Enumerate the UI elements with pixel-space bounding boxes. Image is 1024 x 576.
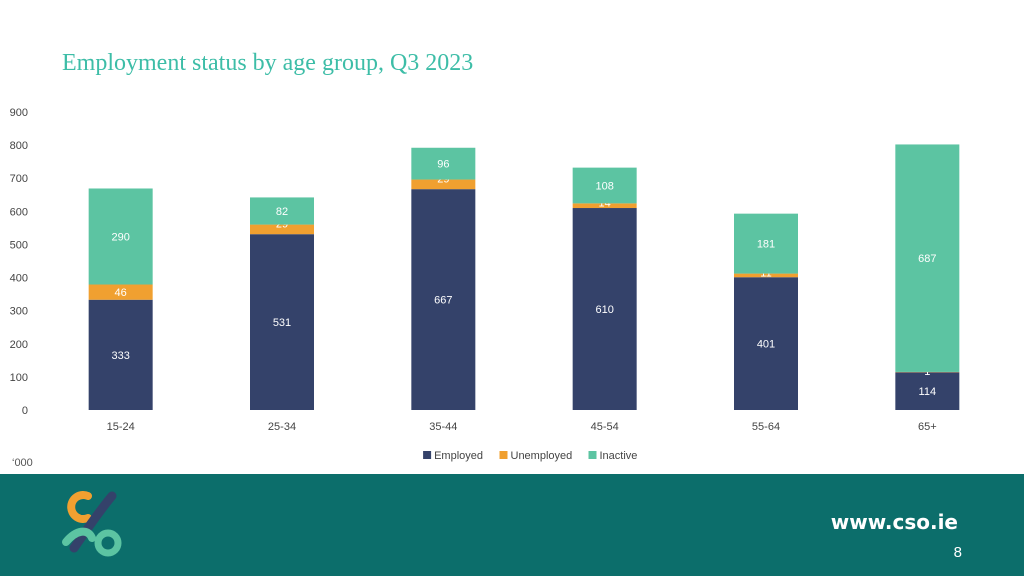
legend-label-employed: Employed — [434, 450, 483, 462]
data-label-inactive: 687 — [918, 253, 936, 265]
x-tick-label: 25-34 — [268, 421, 296, 433]
x-tick-label: 35-44 — [429, 421, 457, 433]
data-label-inactive: 108 — [595, 181, 613, 193]
y-tick-label: 300 — [10, 306, 28, 318]
bar-unemployed-15-24 — [88, 284, 153, 300]
bar-employed-45-54 — [572, 208, 637, 410]
data-label-inactive: 290 — [111, 231, 129, 243]
bar-unemployed-45-54 — [572, 203, 637, 209]
y-tick-label: 800 — [10, 140, 28, 152]
x-tick-label: 55-64 — [752, 421, 780, 433]
footer-bar: www.cso.ie 8 — [0, 474, 1024, 576]
y-tick-label: 500 — [10, 239, 28, 251]
bar-unemployed-35-44 — [411, 179, 476, 190]
x-tick-label: 15-24 — [107, 421, 135, 433]
legend-label-unemployed: Unemployed — [511, 450, 573, 462]
y-tick-label: 0 — [22, 405, 28, 417]
y-tick-label: 900 — [10, 107, 28, 119]
bar-employed-15-24 — [88, 299, 153, 410]
y-tick-label: 400 — [10, 273, 28, 285]
bar-inactive-15-24 — [88, 188, 153, 285]
chart-title: Employment status by age group, Q3 2023 — [62, 50, 474, 76]
data-label-inactive: 82 — [276, 206, 288, 218]
legend-label-inactive: Inactive — [600, 450, 638, 462]
cso-logo-icon — [62, 491, 122, 557]
data-label-inactive: 96 — [437, 159, 449, 171]
bar-employed-35-44 — [411, 189, 476, 410]
bar-employed-65+ — [895, 372, 960, 410]
data-label-employed: 531 — [273, 317, 291, 329]
data-label-inactive: 181 — [757, 239, 775, 251]
bar-inactive-35-44 — [411, 147, 476, 180]
x-tick-label: 45-54 — [591, 421, 619, 433]
bar-inactive-55-64 — [734, 213, 798, 274]
x-tick-label: 65+ — [918, 421, 937, 433]
legend-swatch-unemployed — [499, 451, 508, 459]
data-label-employed: 401 — [757, 339, 775, 351]
data-label-employed: 667 — [434, 295, 452, 307]
legend-swatch-inactive — [588, 451, 597, 459]
y-tick-label: 200 — [10, 339, 28, 351]
bar-employed-55-64 — [734, 277, 798, 410]
website-url[interactable]: www.cso.ie — [830, 510, 958, 534]
stacked-bar-chart: 0 100 200 300 400 500 600 700 800 900 333 46 290 15-2… — [10, 107, 960, 462]
bar-unemployed-55-64 — [734, 273, 798, 278]
data-label-employed: 333 — [111, 350, 129, 362]
data-label-employed: 114 — [919, 386, 937, 398]
data-label-unemployed: 46 — [115, 287, 127, 299]
bar-employed-25-34 — [250, 234, 314, 410]
bar-inactive-65+ — [895, 144, 960, 372]
bar-unemployed-25-34 — [250, 224, 314, 235]
y-tick-label: 700 — [10, 173, 28, 185]
unit-label: ‘000 — [12, 457, 33, 469]
data-label-employed: 610 — [595, 304, 613, 316]
y-tick-label: 600 — [10, 206, 28, 218]
bar-inactive-25-34 — [250, 197, 314, 225]
bar-inactive-45-54 — [572, 167, 637, 204]
y-tick-label: 100 — [10, 372, 28, 384]
page-number: 8 — [953, 544, 962, 561]
legend-swatch-employed — [423, 451, 432, 459]
